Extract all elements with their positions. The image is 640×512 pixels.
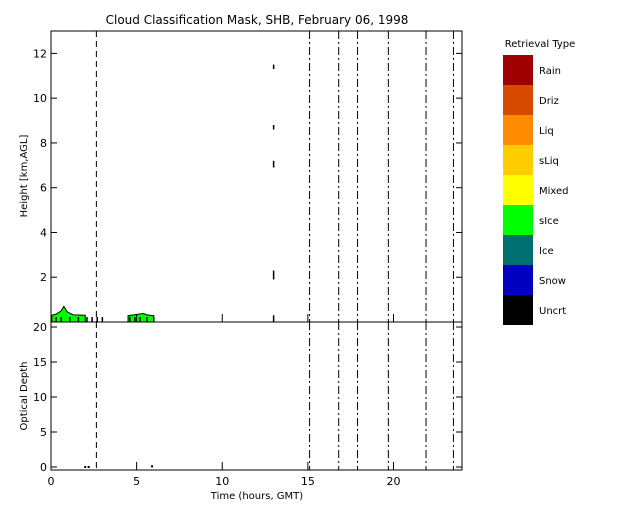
x-tick-label-2: 10 [215, 475, 229, 488]
x-tick-label-0: 0 [48, 475, 55, 488]
uncertain-marks [55, 64, 275, 322]
legend: Retrieval Type Rain Driz Liq sLiq Mixed sIce I… [503, 39, 575, 325]
legend-label-liq: Liq [539, 126, 554, 137]
legend-label-mixed: Mixed [539, 186, 569, 197]
cloud-region-sice-1 [127, 312, 155, 323]
optical-depth-panel: 0 5 10 15 20 0 5 10 15 20 Optical Depth Time (ho… [19, 314, 463, 502]
legend-swatch-ice [503, 235, 533, 265]
time-axis-label: Time (hours, GMT) [210, 491, 304, 502]
x-tick-label-3: 15 [301, 475, 315, 488]
top-y-ticks: 2 4 6 8 10 12 [33, 47, 462, 284]
height-axis-label: Height [km,AGL] [19, 135, 30, 218]
bottom-y-tick-label-3: 15 [33, 356, 47, 369]
bottom-y-tick-label-1: 5 [40, 426, 47, 439]
optical-depth-points [84, 465, 154, 468]
cloud-region-sice-0 [51, 305, 86, 323]
legend-swatch-sliq [503, 145, 533, 175]
optical-depth-point-0 [84, 466, 87, 468]
legend-swatch-rain [503, 55, 533, 85]
legend-swatch-sice [503, 205, 533, 235]
legend-label-rain: Rain [539, 66, 561, 77]
legend-label-uncrt: Uncrt [539, 306, 566, 317]
x-tick-label-4: 20 [387, 475, 401, 488]
top-y-tick-label-2: 6 [40, 182, 47, 195]
legend-swatch-snow [503, 265, 533, 295]
top-y-tick-label-1: 4 [40, 226, 47, 239]
optical-depth-axis-label: Optical Depth [19, 362, 30, 431]
bottom-vertical-markers [95, 322, 454, 470]
legend-label-sliq: sLiq [539, 156, 559, 167]
x-tick-label-1: 5 [133, 475, 140, 488]
height-mask-panel: 2 4 6 8 10 12 Height [km,AGL] [19, 30, 463, 323]
bottom-y-tick-label-4: 20 [33, 321, 47, 334]
bottom-plot-frame [50, 321, 463, 471]
chart-title: Cloud Classification Mask, SHB, February… [106, 13, 409, 27]
legend-swatch-liq [503, 115, 533, 145]
x-ticks: 0 5 10 15 20 [48, 314, 401, 488]
legend-swatch-driz [503, 85, 533, 115]
legend-label-driz: Driz [539, 96, 559, 107]
top-y-tick-label-0: 2 [40, 271, 47, 284]
top-y-tick-label-5: 12 [33, 47, 47, 60]
optical-depth-point-1 [87, 466, 90, 468]
top-y-tick-label-3: 8 [40, 137, 47, 150]
legend-swatch-mixed [503, 175, 533, 205]
top-y-tick-label-4: 10 [33, 92, 47, 105]
legend-items: Rain Driz Liq sLiq Mixed sIce Ice Snow Uncrt [503, 55, 569, 325]
top-plot-frame [50, 30, 463, 323]
legend-label-snow: Snow [539, 276, 566, 287]
top-vertical-markers [95, 31, 454, 322]
legend-label-sice: sIce [539, 216, 559, 227]
bottom-y-tick-label-0: 0 [40, 461, 47, 474]
legend-swatch-uncrt [503, 295, 533, 325]
legend-label-ice: Ice [539, 246, 554, 257]
optical-depth-point-2 [151, 465, 154, 468]
bottom-y-tick-label-2: 10 [33, 391, 47, 404]
bottom-y-ticks: 0 5 10 15 20 [33, 321, 462, 474]
legend-title: Retrieval Type [505, 39, 576, 50]
